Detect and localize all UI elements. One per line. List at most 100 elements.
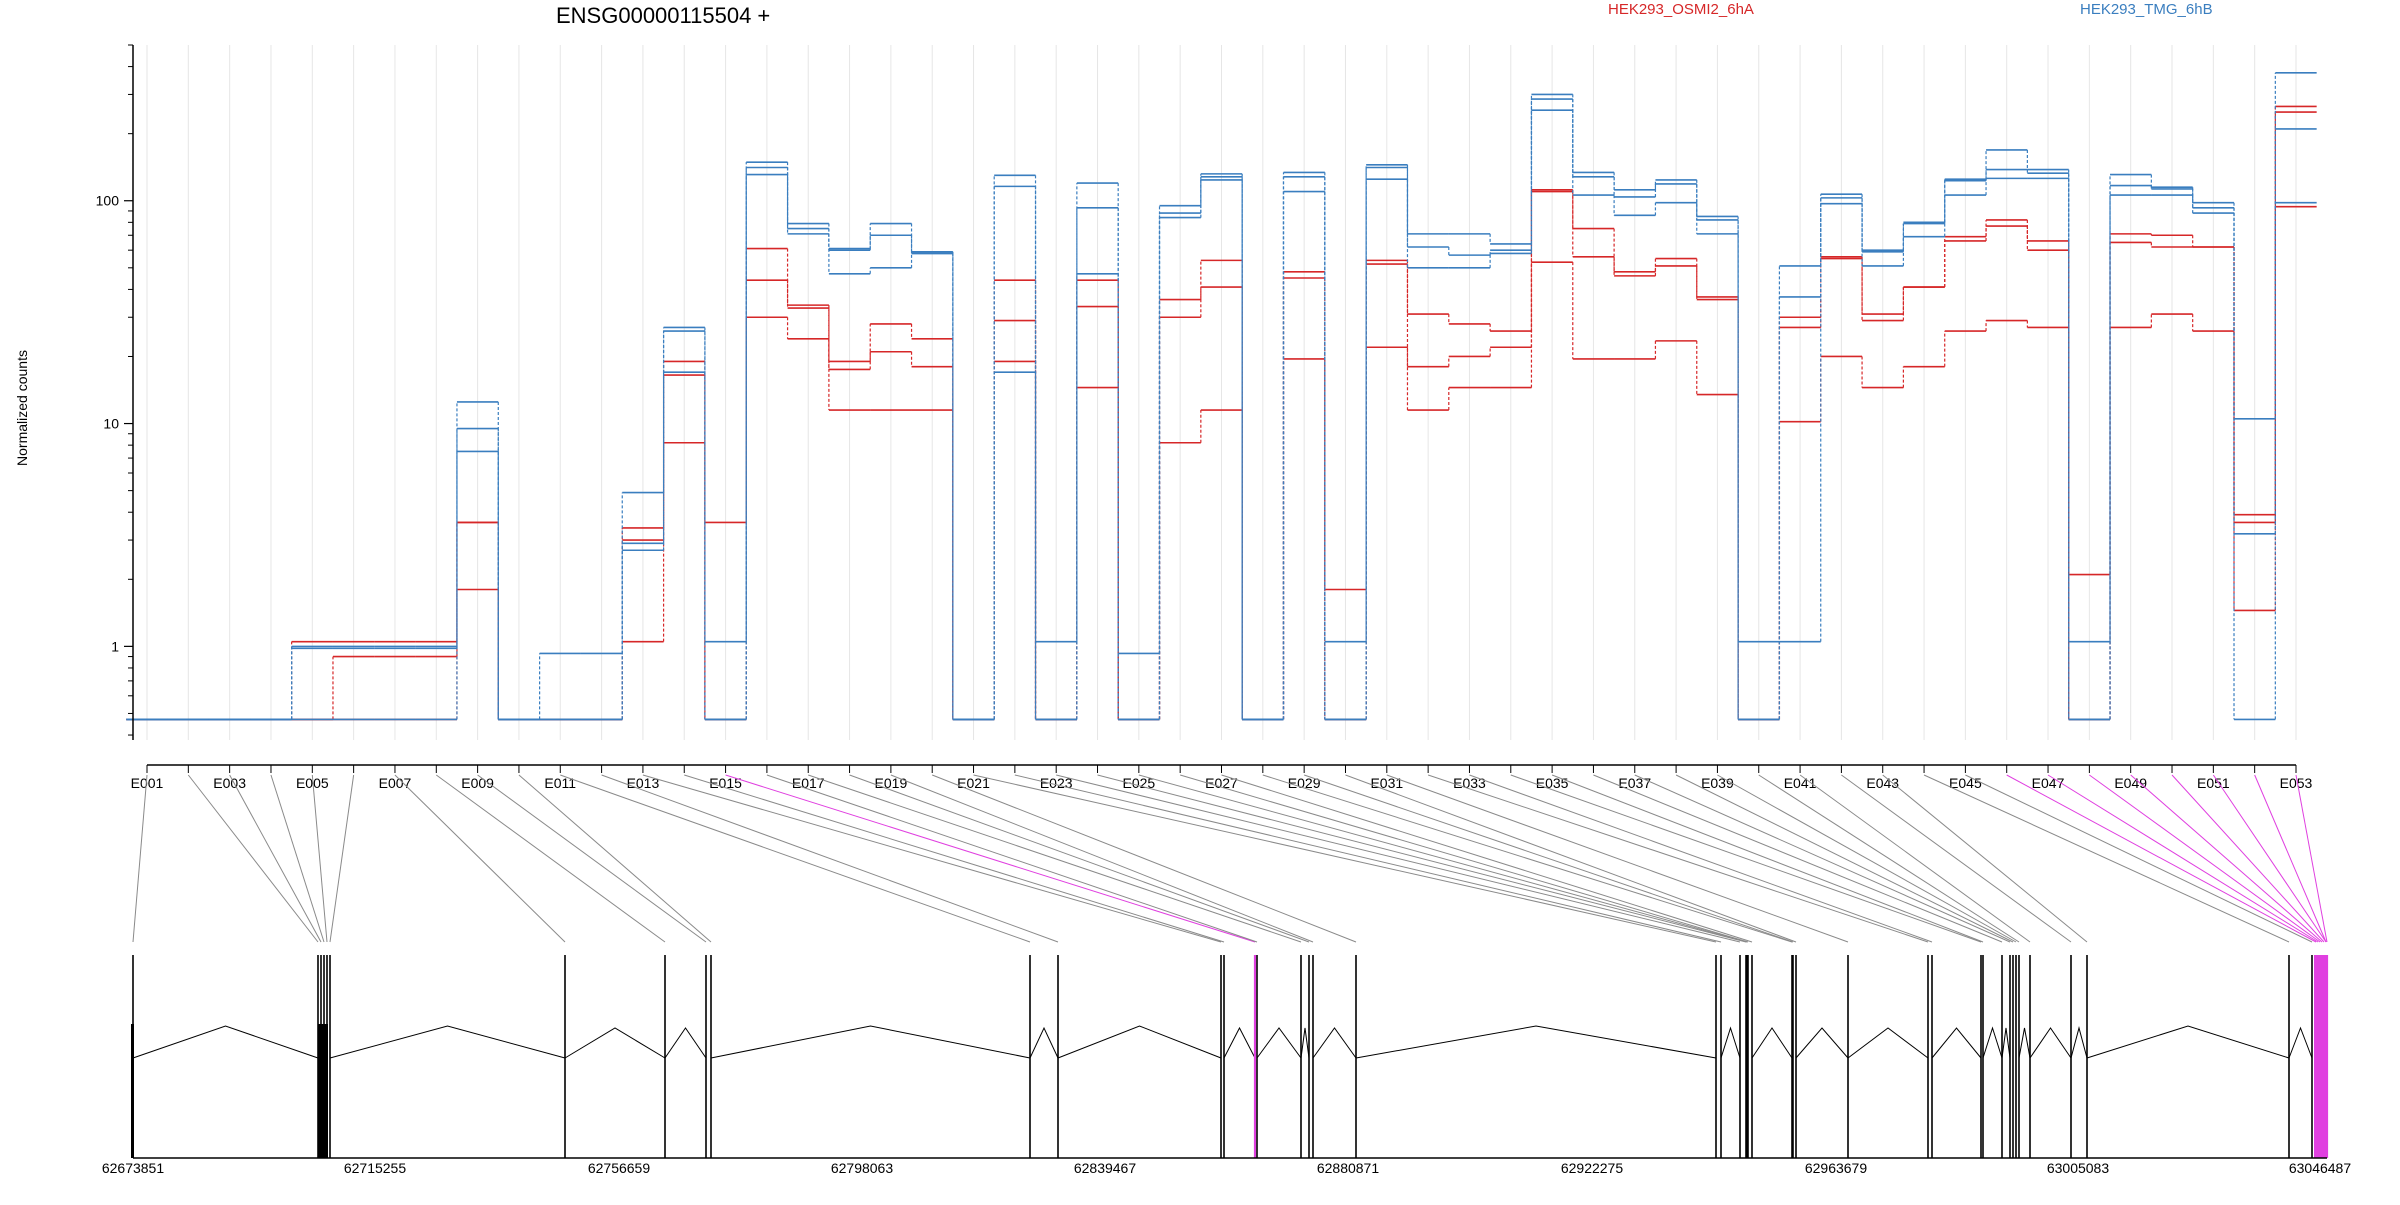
exon-connector [808, 774, 1302, 943]
x-tick-label: E047 [2032, 775, 2065, 791]
intron-connector [132, 1025, 319, 1059]
x-tick-label: E039 [1701, 775, 1734, 791]
genomic-coordinate-label: 62798063 [831, 1160, 894, 1176]
intron-connector [1847, 1027, 1929, 1059]
exon-connector [1593, 774, 2003, 943]
series-lines [126, 72, 2317, 721]
exon-connector [766, 774, 1258, 943]
genomic-coordinate-label: 62922275 [1561, 1160, 1624, 1176]
exon-connector [187, 774, 319, 943]
x-tick-label: E053 [2280, 775, 2313, 791]
intron-connector [1223, 1026, 1256, 1059]
exon-connector [1841, 774, 2072, 943]
x-tick-label: E027 [1205, 775, 1238, 791]
exon-connector [1717, 774, 2017, 943]
exon-connector [1221, 774, 1753, 943]
exon-connector [725, 774, 1256, 943]
x-tick-label: E033 [1453, 775, 1486, 791]
intron-connector [564, 1027, 666, 1059]
exon-connector [329, 774, 355, 943]
x-tick-label: E021 [957, 775, 990, 791]
legend-label-osmi2: HEK293_OSMI2_6hA [1608, 1, 1754, 18]
x-tick-label: E011 [544, 775, 576, 791]
genomic-coordinate-label: 62839467 [1074, 1160, 1137, 1176]
exon-connector [477, 774, 707, 943]
exon-connector [1758, 774, 2020, 943]
intron-connector [1720, 1026, 1741, 1059]
exon-connector [311, 774, 328, 943]
intron-connector [1982, 1026, 2003, 1059]
intron-connector [2070, 1026, 2088, 1059]
exon-connector [2171, 774, 2325, 943]
x-tick-label: E037 [1618, 775, 1651, 791]
exon-connector [601, 774, 1059, 943]
genomic-coordinate-label: 62715255 [344, 1160, 407, 1176]
exon-connector [1138, 774, 1748, 943]
axes: 1 10 100 E001 E003 E005 E007 E009 E011 E013 E015 E0… [96, 44, 2313, 791]
exon-connector [229, 774, 322, 943]
genomic-coordinate-label: 62963679 [1805, 1160, 1868, 1176]
gene-model: 62673851 62715255 62756659 62798063 62839467… [102, 955, 2352, 1176]
exon-connector [684, 774, 1225, 943]
intron-connector [1029, 1026, 1059, 1059]
y-tick-label: 1 [111, 638, 119, 654]
x-tick-label: E007 [379, 775, 412, 791]
intron-connector [710, 1025, 1031, 1059]
exon-connectors [132, 774, 2328, 943]
intron-connector [2029, 1027, 2072, 1059]
genomic-coordinate-label: 63005083 [2047, 1160, 2110, 1176]
exon-connector [1882, 774, 2088, 943]
exon-connector [2212, 774, 2327, 943]
exon-connector [1675, 774, 2014, 943]
exon-connector [2295, 774, 2328, 943]
exon-connector [1923, 774, 2290, 943]
exon-connector [1469, 774, 1933, 943]
x-tick-label: E029 [1288, 775, 1321, 791]
exon-connector [1180, 774, 1749, 943]
exon-block [131, 1024, 134, 1158]
x-tick-label: E015 [709, 775, 742, 791]
exon-connector [2254, 774, 2327, 943]
exon-connector [1427, 774, 1929, 943]
exon-connector [1386, 774, 1849, 943]
vertical-grid [146, 45, 2297, 740]
exon-block-highlight [2314, 955, 2327, 1158]
exon-connector [2047, 774, 2319, 943]
intron-connector [1795, 1027, 1849, 1059]
x-tick-label: E019 [875, 775, 908, 791]
exon-connector [435, 774, 666, 943]
intron-connector [1057, 1025, 1222, 1059]
intron-connector [1300, 1027, 1310, 1059]
intron-connector [2288, 1026, 2313, 1059]
intron-connector [1312, 1027, 1357, 1059]
exon-connector [1056, 774, 1741, 943]
x-tick-label: E035 [1536, 775, 1569, 791]
intron-connector [1931, 1027, 1982, 1059]
exon-connector [560, 774, 1031, 943]
intron-connector [1355, 1025, 1717, 1059]
x-tick-label: E041 [1784, 775, 1817, 791]
x-tick-label: E049 [2114, 775, 2147, 791]
exon-connector [890, 774, 1314, 943]
genomic-coordinate-label: 63046487 [2289, 1160, 2352, 1176]
exon-connector [2130, 774, 2323, 943]
y-tick-label: 10 [103, 416, 119, 432]
exon-connector [2089, 774, 2321, 943]
exon-connector [849, 774, 1310, 943]
x-tick-label: E003 [213, 775, 246, 791]
exon-connector [518, 774, 712, 943]
intron-connector [2086, 1025, 2290, 1059]
chart-title: ENSG00000115504 + [556, 3, 770, 28]
genomic-coordinate-label: 62756659 [588, 1160, 651, 1176]
series-5 [126, 72, 2317, 721]
exon-connector [394, 774, 566, 943]
x-tick-label: E017 [792, 775, 825, 791]
exon-connector [642, 774, 1222, 943]
x-tick-label: E025 [1122, 775, 1155, 791]
genomic-coordinate-label: 62880871 [1317, 1160, 1380, 1176]
exon-connector [1097, 774, 1747, 943]
exon-connector [1634, 774, 2011, 943]
x-tick-label: E043 [1866, 775, 1899, 791]
